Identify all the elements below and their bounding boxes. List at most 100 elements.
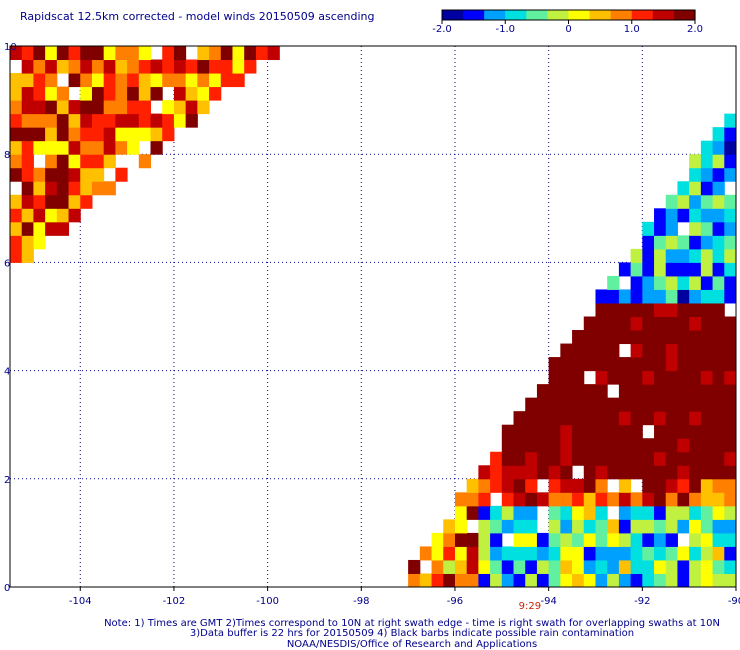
wind-cell [642, 221, 655, 236]
wind-cell [712, 492, 725, 507]
wind-cell [173, 73, 187, 88]
wind-cell [21, 194, 34, 209]
x-tick-label: -94 [540, 596, 556, 607]
wind-cell [712, 248, 725, 263]
wind-cell [115, 100, 128, 115]
wind-cell [724, 546, 737, 561]
wind-cell [677, 424, 690, 439]
wind-cell [150, 127, 163, 142]
wind-cell [630, 451, 643, 466]
wind-cell [220, 59, 233, 74]
wind-cell [583, 492, 596, 507]
wind-cell [525, 505, 538, 520]
wind-cell [548, 397, 561, 412]
wind-cell [56, 208, 70, 223]
x-axis-ticks: -104 -102 -100 -98 -96 -94 -92 -90 [69, 587, 740, 607]
wind-cell [595, 465, 608, 480]
wind-cell [665, 275, 678, 290]
wind-cell [618, 411, 632, 426]
wind-cell [595, 289, 608, 304]
wind-cell [689, 438, 702, 453]
wind-cell [501, 424, 515, 439]
wind-cell [21, 208, 34, 223]
wind-cell [583, 384, 596, 399]
wind-cell [700, 235, 714, 250]
wind-cell [642, 289, 655, 304]
wind-cell [115, 127, 128, 142]
wind-cell [724, 316, 737, 331]
x-tick-label: -98 [353, 596, 369, 607]
wind-cell [572, 492, 585, 507]
wind-cell [665, 492, 678, 507]
wind-cell [595, 451, 608, 466]
colorbar-segment [673, 10, 696, 20]
wind-cell [33, 113, 46, 128]
wind-cell [712, 519, 725, 534]
wind-cell [115, 113, 128, 128]
wind-cell [572, 330, 585, 345]
colorbar-segment [547, 10, 570, 20]
wind-cell [607, 397, 620, 412]
wind-cell [712, 357, 725, 372]
wind-cell [80, 73, 93, 88]
wind-cell [654, 573, 667, 588]
wind-cell [595, 492, 608, 507]
wind-cell [466, 573, 479, 588]
wind-cell [115, 73, 128, 88]
wind-cell [712, 235, 725, 250]
wind-cell [185, 100, 198, 115]
wind-cell [115, 167, 128, 182]
wind-cell [10, 194, 23, 209]
wind-cell [724, 357, 737, 372]
wind-cell [607, 519, 620, 534]
wind-cell [654, 289, 667, 304]
wind-cell [677, 208, 690, 223]
wind-cell [607, 451, 620, 466]
wind-cell [525, 411, 538, 426]
wind-cell [618, 451, 632, 466]
wind-cell [572, 411, 585, 426]
wind-cell [513, 505, 526, 520]
wind-cell [689, 154, 702, 169]
wind-cell [689, 262, 702, 277]
x-tick-label: -102 [163, 596, 186, 607]
wind-cell [431, 546, 444, 561]
wind-cell [654, 330, 667, 345]
wind-cell [525, 559, 538, 574]
wind-cell [712, 559, 725, 574]
colorbar-tick-label: -2.0 [432, 24, 452, 35]
wind-cell [618, 370, 632, 385]
wind-cell [665, 397, 678, 412]
wind-cell [700, 330, 714, 345]
wind-cell [700, 357, 714, 372]
wind-cell [665, 451, 678, 466]
wind-cell [665, 411, 678, 426]
wind-cell [68, 194, 81, 209]
wind-cell [618, 316, 632, 331]
wind-cell [665, 573, 678, 588]
y-tick-label: 8 [4, 150, 10, 161]
wind-cell [665, 235, 678, 250]
wind-cell [525, 397, 538, 412]
wind-cell [689, 465, 702, 480]
wind-cell [548, 424, 561, 439]
wind-cell [700, 289, 714, 304]
wind-cell [677, 559, 690, 574]
colorbar-segment [631, 10, 654, 20]
wind-cell [572, 505, 585, 520]
wind-cell [548, 478, 561, 493]
wind-cell [45, 73, 58, 88]
wind-cell [91, 127, 105, 142]
wind-cell [642, 478, 655, 493]
wind-cell [630, 505, 643, 520]
wind-cell [501, 519, 515, 534]
wind-cell [700, 478, 714, 493]
wind-cell [513, 451, 526, 466]
wind-cell [572, 573, 585, 588]
wind-cell [642, 248, 655, 263]
x-tick-label: -100 [256, 596, 279, 607]
wind-cell [419, 573, 433, 588]
wind-cell [618, 289, 632, 304]
wind-cell [572, 424, 585, 439]
wind-cell [45, 194, 58, 209]
